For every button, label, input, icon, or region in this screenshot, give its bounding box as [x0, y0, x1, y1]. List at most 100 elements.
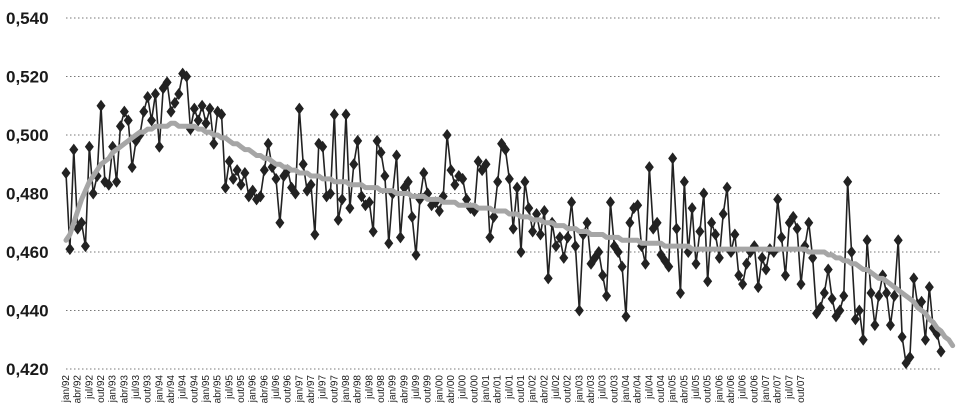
data-point — [843, 175, 853, 188]
x-tick-label: jan/97 — [294, 375, 305, 404]
x-tick-label: out/97 — [329, 375, 340, 403]
data-point — [419, 167, 429, 180]
data-point — [664, 260, 674, 273]
data-point — [512, 181, 522, 194]
data-point — [294, 102, 304, 115]
data-point — [742, 257, 752, 270]
y-tick-label: 0,420 — [6, 360, 49, 379]
data-point — [119, 105, 129, 118]
x-tick-label: out/07 — [796, 375, 807, 403]
data-point — [730, 228, 740, 241]
data-point — [699, 187, 709, 200]
x-tick-label: out/96 — [283, 375, 294, 403]
data-point — [442, 129, 452, 141]
data-point — [290, 187, 300, 200]
y-tick-label: 0,520 — [6, 68, 49, 87]
data-point — [197, 99, 207, 112]
data-point — [341, 108, 351, 121]
data-point — [722, 181, 732, 194]
data-point — [543, 272, 553, 285]
y-tick-label: 0,440 — [6, 302, 49, 321]
x-tick-label: jan/96 — [248, 375, 259, 404]
data-point — [485, 231, 495, 244]
data-point — [193, 114, 203, 127]
x-tick-label: abr/03 — [586, 375, 597, 404]
data-point — [407, 210, 417, 223]
x-tick-label: jul/94 — [178, 375, 189, 400]
data-point — [174, 88, 184, 101]
data-point — [139, 105, 149, 118]
data-point — [792, 222, 802, 235]
data-point — [275, 216, 285, 229]
data-point — [605, 196, 615, 209]
data-point — [804, 216, 814, 229]
data-point — [306, 178, 316, 191]
x-tick-label: jul/06 — [738, 375, 749, 400]
x-tick-label: out/95 — [236, 375, 247, 403]
data-point — [345, 202, 355, 215]
data-point — [679, 175, 689, 188]
data-point — [434, 205, 444, 218]
data-point — [644, 161, 654, 174]
data-point — [897, 330, 907, 343]
x-tick-label: abr/00 — [446, 375, 457, 404]
data-point — [602, 289, 612, 302]
x-tick-label: jul/93 — [131, 375, 142, 400]
data-point — [773, 193, 783, 206]
data-point — [271, 172, 281, 185]
data-point — [516, 246, 526, 258]
data-point — [551, 240, 561, 253]
x-tick-label: jan/93 — [108, 375, 119, 404]
x-tick-label: jul/03 — [598, 375, 609, 400]
data-point — [372, 134, 382, 147]
data-point — [707, 216, 717, 229]
data-point — [854, 304, 864, 317]
data-point — [850, 313, 860, 326]
x-tick-label: abr/98 — [353, 375, 364, 404]
data-point — [909, 272, 919, 285]
data-point — [738, 278, 748, 291]
data-point — [263, 137, 273, 150]
data-point — [80, 240, 90, 253]
x-tick-label: jul/01 — [504, 375, 515, 400]
data-point — [154, 140, 164, 153]
data-point — [839, 289, 849, 302]
data-point — [508, 222, 518, 235]
data-point — [127, 161, 137, 174]
data-point — [570, 240, 580, 253]
x-tick-label: abr/07 — [773, 375, 784, 404]
x-tick-label: out/06 — [749, 375, 760, 403]
data-point — [780, 269, 790, 282]
data-point — [310, 228, 320, 241]
trend-series — [63, 120, 956, 349]
monthly-series — [61, 67, 946, 370]
data-point — [112, 175, 122, 188]
data-point — [123, 114, 133, 127]
data-point — [411, 248, 421, 261]
data-point — [917, 295, 927, 308]
data-point — [866, 286, 876, 299]
x-tick-label: out/92 — [96, 375, 107, 403]
y-tick-label: 0,460 — [6, 243, 49, 262]
data-point — [524, 202, 534, 215]
data-point — [835, 304, 845, 317]
data-point — [920, 333, 930, 346]
data-point — [567, 196, 577, 209]
x-tick-label: abr/92 — [73, 375, 84, 404]
data-point — [532, 207, 542, 220]
data-point — [757, 251, 767, 264]
data-point — [870, 319, 880, 332]
data-point — [446, 164, 456, 177]
data-point — [329, 108, 339, 121]
x-tick-label: jan/03 — [574, 375, 585, 404]
data-point — [710, 228, 720, 241]
data-point — [703, 275, 713, 288]
x-tick-label: jul/99 — [411, 375, 422, 400]
data-point — [450, 178, 460, 191]
data-point — [617, 260, 627, 273]
data-point — [493, 175, 503, 188]
data-point — [217, 108, 227, 121]
x-tick-label: jul/02 — [551, 375, 562, 400]
x-tick-label: jan/99 — [388, 375, 399, 404]
x-tick-label: jan/98 — [341, 375, 352, 404]
